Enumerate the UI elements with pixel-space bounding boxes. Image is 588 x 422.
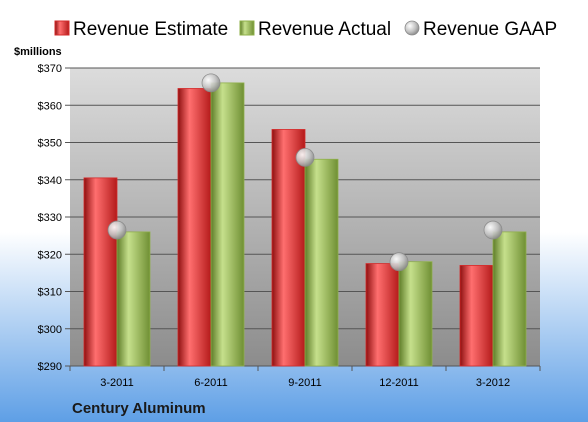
x-tick-label: 9-2011 bbox=[288, 377, 321, 389]
actual-bar bbox=[492, 231, 527, 367]
bars bbox=[83, 82, 527, 367]
x-tick-label: 6-2011 bbox=[194, 377, 227, 389]
legend-label: Revenue Estimate bbox=[73, 19, 228, 40]
y-tick-label: $290 bbox=[38, 361, 62, 373]
x-tick-label: 3-2012 bbox=[476, 377, 510, 389]
actual-bar bbox=[210, 82, 245, 367]
estimate-bar bbox=[271, 129, 306, 367]
actual-bar bbox=[116, 231, 151, 367]
y-tick-label: $340 bbox=[38, 175, 62, 187]
y-tick-label: $300 bbox=[38, 324, 62, 336]
company-name: Century Aluminum bbox=[72, 400, 206, 417]
y-tick-label: $330 bbox=[38, 212, 62, 224]
gaap-markers bbox=[107, 73, 503, 272]
estimate-bar bbox=[459, 265, 494, 367]
y-axis-unit-label: $millions bbox=[14, 46, 62, 58]
y-tick-label: $350 bbox=[38, 138, 62, 150]
estimate-bar bbox=[83, 177, 118, 367]
gaap-marker bbox=[107, 220, 127, 240]
estimate-bar bbox=[177, 88, 212, 367]
actual-bar bbox=[398, 261, 433, 367]
x-axis-ticks: 3-2011 6-2011 9-2011 12-2011 3-2012 bbox=[69, 366, 541, 389]
y-axis-ticks: $290 $300 $310 $320 $330 $340 $350 $360 $370 bbox=[38, 63, 70, 373]
legend-swatch-actual bbox=[239, 20, 255, 36]
gaap-marker bbox=[295, 147, 315, 167]
legend-swatch-gaap bbox=[404, 20, 420, 36]
legend: Revenue Estimate Revenue Actual Revenue GA… bbox=[54, 19, 557, 40]
y-tick-label: $310 bbox=[38, 287, 62, 299]
x-tick-label: 12-2011 bbox=[379, 377, 419, 389]
gaap-marker bbox=[201, 73, 221, 93]
actual-bar bbox=[304, 158, 339, 367]
gaap-marker bbox=[389, 252, 409, 272]
legend-label: Revenue Actual bbox=[258, 19, 391, 40]
y-tick-label: $320 bbox=[38, 249, 62, 261]
legend-label: Revenue GAAP bbox=[423, 19, 557, 40]
legend-swatch-estimate bbox=[54, 20, 70, 36]
estimate-bar bbox=[365, 263, 400, 367]
y-tick-label: $370 bbox=[38, 63, 62, 75]
x-tick-label: 3-2011 bbox=[100, 377, 133, 389]
y-tick-label: $360 bbox=[38, 100, 62, 112]
gaap-marker bbox=[483, 220, 503, 240]
